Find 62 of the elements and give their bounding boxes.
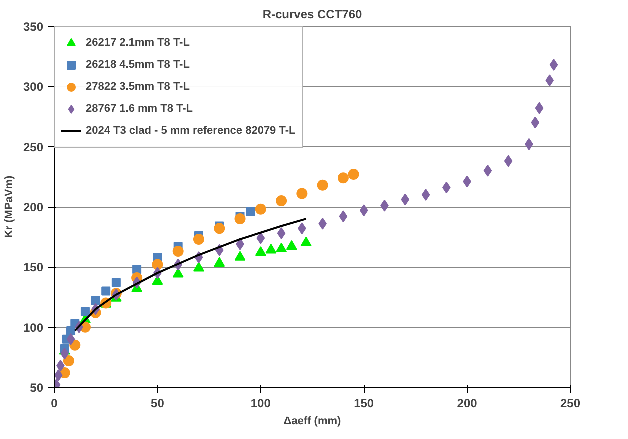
x-tick-label: 150 [354, 396, 374, 410]
point [193, 262, 204, 272]
legend-label: 2024 T3 clad - 5 mm reference 82079 T-L [86, 125, 296, 137]
y-tick-label: 50 [30, 381, 44, 395]
point [172, 268, 184, 278]
point [266, 244, 277, 254]
point [535, 102, 544, 114]
point [255, 246, 266, 256]
point [300, 236, 312, 246]
point [112, 278, 121, 288]
point [256, 232, 266, 244]
chart-title: R-curves CCT760 [262, 8, 363, 22]
point [484, 164, 492, 177]
y-tick-label: 350 [23, 20, 44, 34]
point [102, 286, 111, 296]
point [63, 356, 74, 367]
point [80, 307, 90, 316]
point [296, 188, 308, 200]
point [348, 169, 360, 180]
point [214, 257, 226, 267]
point [91, 296, 100, 306]
point [255, 204, 266, 215]
point [66, 333, 76, 346]
point [193, 234, 204, 245]
point [132, 265, 142, 274]
point [152, 259, 164, 270]
point [360, 204, 368, 217]
point [338, 172, 349, 184]
y-axis-title: Kr (MPaVm) [3, 175, 16, 238]
point [234, 251, 246, 261]
x-tick-label: 100 [250, 396, 272, 410]
x-axis-title: Δaeff (mm) [284, 416, 342, 428]
x-tick-label: 0 [51, 396, 58, 410]
point [276, 242, 288, 253]
legend-label: 27822 3.5mm T8 T-L [86, 81, 190, 93]
point [172, 246, 184, 258]
legend-label: 28767 1.6 mm T8 T-L [86, 103, 193, 115]
y-tick-label: 100 [23, 320, 44, 335]
y-tick-label: 300 [23, 80, 44, 94]
point [234, 214, 246, 225]
point [504, 155, 513, 168]
point [276, 195, 288, 206]
point [550, 59, 558, 72]
legend-label: 26218 4.5mm T8 T-L [86, 59, 190, 71]
point [214, 223, 226, 234]
x-tick-label: 250 [560, 396, 581, 410]
y-tick-label: 200 [23, 200, 44, 214]
point [286, 240, 298, 250]
point [546, 74, 554, 87]
point [401, 194, 410, 206]
y-tick-label: 150 [23, 260, 44, 275]
point [442, 182, 451, 194]
y-tick-label: 250 [23, 140, 44, 154]
point [277, 227, 286, 240]
legend-label: 26217 2.1mm T8 T-L [86, 37, 190, 49]
point [531, 116, 540, 129]
point [422, 188, 430, 201]
x-tick-label: 200 [457, 396, 478, 410]
x-tick-label: 50 [151, 396, 165, 410]
point [339, 210, 348, 223]
point [246, 207, 256, 216]
point [317, 180, 328, 191]
